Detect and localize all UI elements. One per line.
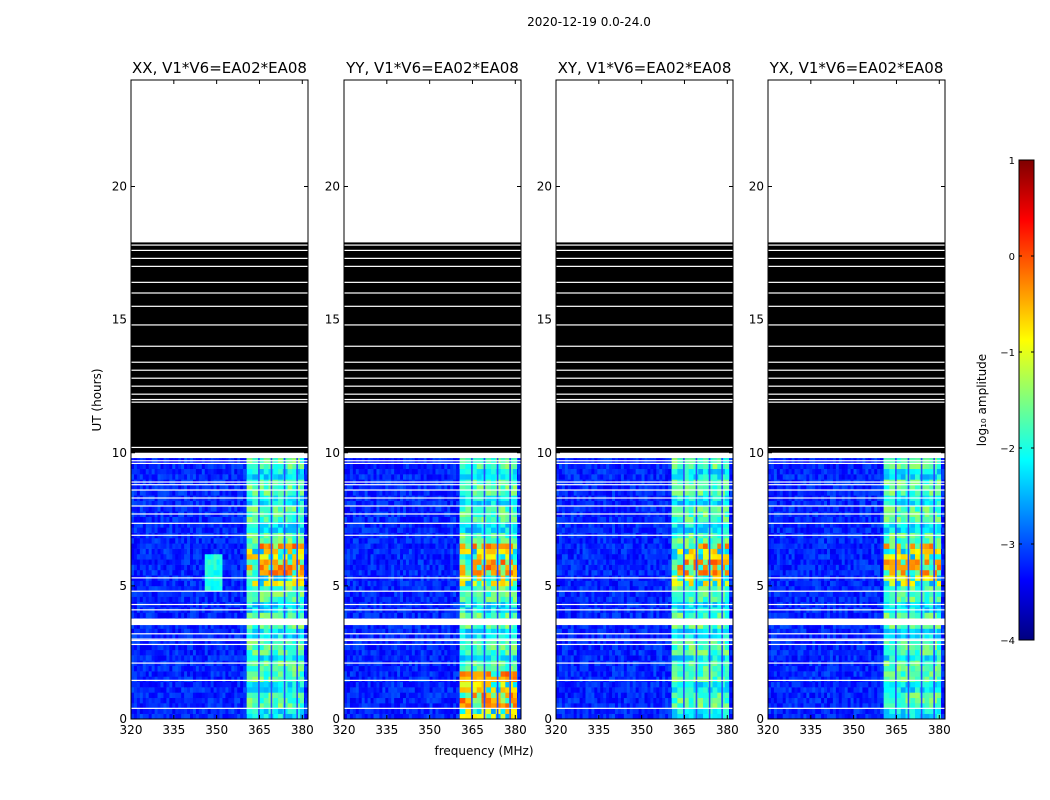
panel-yx: YX, V1*V6=EA02*EA08 320 335 350 365 380 0 5 10 15… [749, 59, 951, 737]
y-tick-label: 15 [749, 313, 764, 327]
x-tick-label: 365 [673, 723, 696, 737]
y-tick-label: 20 [749, 180, 764, 194]
x-tick-label: 350 [842, 723, 865, 737]
x-tick-label: 320 [757, 723, 780, 737]
x-tick-label: 320 [120, 723, 143, 737]
y-tick-label: 5 [544, 579, 552, 593]
colorbar-tick-label: −2 [1000, 444, 1015, 455]
panel-frame [767, 79, 946, 720]
figure-suptitle: 2020-12-19 0.0-24.0 [527, 15, 651, 29]
y-tick-label: 5 [756, 579, 764, 593]
colorbar-tick-label: 0 [1009, 252, 1015, 263]
colorbar-tick-label: −1 [1000, 348, 1015, 359]
x-tick-label: 350 [630, 723, 653, 737]
panel-frame [130, 79, 309, 720]
y-tick-label: 20 [325, 180, 340, 194]
y-tick-label: 0 [119, 712, 127, 726]
panel-frame [555, 79, 734, 720]
x-tick-label: 350 [418, 723, 441, 737]
y-tick-label: 15 [325, 313, 340, 327]
x-tick-label: 380 [504, 723, 527, 737]
y-tick-label: 10 [325, 446, 340, 460]
x-tick-label: 335 [587, 723, 610, 737]
y-tick-label: 0 [332, 712, 340, 726]
x-axis-label: frequency (MHz) [434, 744, 533, 758]
y-tick-label: 0 [756, 712, 764, 726]
x-tick-label: 320 [333, 723, 356, 737]
panel-frame [343, 79, 522, 720]
x-tick-label: 365 [248, 723, 271, 737]
flagged-block [556, 242, 733, 453]
x-tick-label: 320 [545, 723, 568, 737]
colorbar-label: log₁₀ amplitude [975, 354, 989, 446]
panel-title: XX, V1*V6=EA02*EA08 [132, 59, 307, 77]
y-tick-label: 5 [332, 579, 340, 593]
y-tick-label: 10 [112, 446, 127, 460]
colorbar-tick-label: −3 [1000, 540, 1015, 551]
panel-xx: XX, V1*V6=EA02*EA08 320 335 350 365 380 0 5 10 15… [112, 59, 314, 737]
colorbar: 1 0 −1 −2 −3 −4 log₁₀ amplitude [975, 156, 1035, 647]
panel-title: YX, V1*V6=EA02*EA08 [769, 59, 944, 77]
panel-title: XY, V1*V6=EA02*EA08 [558, 59, 732, 77]
x-tick-label: 365 [885, 723, 908, 737]
y-axis-label: UT (hours) [90, 368, 104, 431]
panels-group: XX, V1*V6=EA02*EA08 320 335 350 365 380 0 5 10 15… [112, 59, 951, 737]
y-tick-label: 15 [537, 313, 552, 327]
panel-xy: XY, V1*V6=EA02*EA08 320 335 350 365 380 0 5 10 15… [537, 59, 739, 737]
y-tick-label: 5 [119, 579, 127, 593]
y-tick-label: 10 [749, 446, 764, 460]
colorbar-gradient [1018, 159, 1035, 641]
x-tick-label: 335 [799, 723, 822, 737]
y-tick-label: 0 [544, 712, 552, 726]
y-tick-label: 20 [537, 180, 552, 194]
panel-title: YY, V1*V6=EA02*EA08 [345, 59, 519, 77]
y-tick-label: 10 [537, 446, 552, 460]
panel-yy: YY, V1*V6=EA02*EA08 320 335 350 365 380 0 5 10 15… [325, 59, 527, 737]
x-tick-label: 365 [461, 723, 484, 737]
x-tick-label: 380 [716, 723, 739, 737]
x-tick-label: 350 [205, 723, 228, 737]
flagged-block [768, 242, 945, 453]
y-tick-label: 20 [112, 180, 127, 194]
x-tick-label: 380 [291, 723, 314, 737]
x-tick-label: 335 [162, 723, 185, 737]
colorbar-tick-label: −4 [1000, 636, 1015, 647]
colorbar-tick-label: 1 [1009, 156, 1015, 167]
flagged-block [131, 242, 308, 453]
x-tick-label: 380 [928, 723, 951, 737]
flagged-block [344, 242, 521, 453]
y-tick-label: 15 [112, 313, 127, 327]
x-tick-label: 335 [375, 723, 398, 737]
